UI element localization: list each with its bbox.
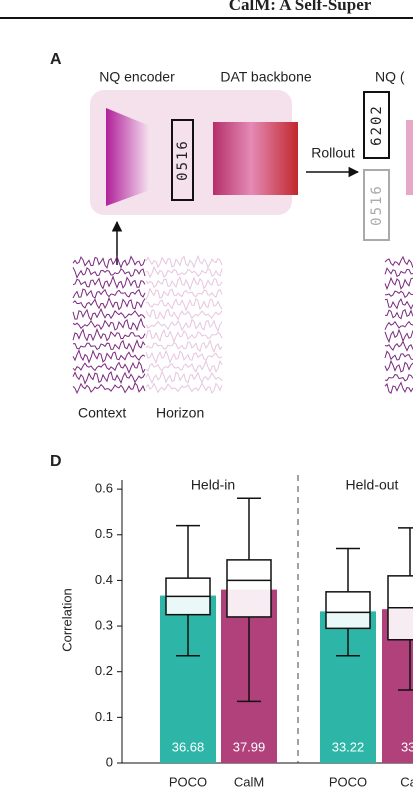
- group-label: Held-in: [191, 477, 235, 493]
- token-box: [363, 169, 390, 241]
- trace: [384, 350, 413, 361]
- context-label: Context: [78, 405, 126, 421]
- trace: [72, 371, 146, 385]
- signal-traces: [72, 254, 413, 395]
- group-label: Held-out: [346, 477, 399, 493]
- trace: [384, 290, 413, 299]
- encoder-shape: [106, 108, 150, 206]
- trace: [72, 382, 146, 395]
- trace: [145, 329, 223, 344]
- trace: [72, 339, 146, 354]
- y-tick-label: 0.3: [95, 618, 113, 633]
- trace: [145, 265, 223, 279]
- y-axis-label: Correlation: [59, 588, 74, 652]
- x-tick-label: POCO: [169, 774, 207, 789]
- box: [226, 559, 272, 618]
- trace: [72, 288, 146, 299]
- trace: [72, 317, 146, 332]
- tokens: 6202: [369, 104, 385, 146]
- trace: [145, 370, 223, 385]
- trace: [384, 340, 413, 352]
- trace: [384, 267, 413, 277]
- token-box: [171, 119, 194, 201]
- backbone-shape: [213, 122, 298, 195]
- box: [325, 591, 371, 630]
- value-label: 37.99: [233, 739, 266, 754]
- trace: [72, 307, 146, 321]
- horizon-label: Horizon: [156, 405, 204, 421]
- tokens: 0516: [175, 139, 191, 181]
- decoder-label: NQ (: [375, 69, 405, 85]
- trace: [384, 255, 413, 268]
- y-tick-label: 0.4: [95, 572, 113, 587]
- trace: [145, 276, 223, 291]
- value-label: 33.: [401, 739, 413, 754]
- trace: [384, 381, 413, 395]
- x-tick-label: CalM: [234, 774, 264, 789]
- trace: [72, 296, 146, 311]
- trace: [145, 297, 223, 312]
- trace: [72, 360, 146, 375]
- trace: [145, 381, 223, 395]
- panel-label: D: [50, 453, 62, 470]
- y-tick-label: 0.2: [95, 663, 113, 678]
- trace: [384, 320, 413, 330]
- trace: [145, 359, 223, 373]
- y-tick-label: 0.1: [95, 709, 113, 724]
- trace: [145, 349, 223, 364]
- trace: [145, 308, 223, 321]
- chart: 0 0.1 0.2 0.3 0.4 0.5 0.6 Correlation Held-in Hel…: [59, 475, 413, 789]
- trace: [72, 254, 146, 270]
- trace: [384, 359, 413, 373]
- trace: [145, 339, 223, 354]
- paper-title: CalM: A Self-Super: [229, 0, 372, 14]
- value-label: 36.68: [172, 739, 205, 754]
- tokens: 0516: [369, 184, 385, 226]
- trace: [72, 275, 146, 290]
- trace: [384, 309, 413, 320]
- rollout-label: Rollout: [311, 145, 355, 161]
- trace: [145, 255, 223, 269]
- trace: [145, 318, 223, 333]
- panel-label: A: [50, 51, 62, 68]
- decoder-shape: [406, 120, 413, 195]
- backbone-label: DAT backbone: [220, 69, 312, 85]
- y-tick-label: 0.5: [95, 526, 113, 541]
- y-tick-label: 0: [106, 754, 113, 769]
- y-tick-label: 0.6: [95, 481, 113, 496]
- trace: [384, 373, 413, 382]
- encoder-label: NQ encoder: [99, 69, 175, 85]
- token-box: [363, 91, 390, 159]
- trace: [384, 298, 413, 310]
- trace: [384, 276, 413, 291]
- trace: [72, 267, 146, 279]
- x-tick-label: Cal: [400, 774, 413, 789]
- trace: [384, 328, 413, 344]
- value-label: 33.22: [332, 739, 365, 754]
- trace: [145, 287, 223, 300]
- trace: [72, 327, 146, 342]
- trace: [72, 349, 146, 364]
- x-tick-label: POCO: [329, 774, 367, 789]
